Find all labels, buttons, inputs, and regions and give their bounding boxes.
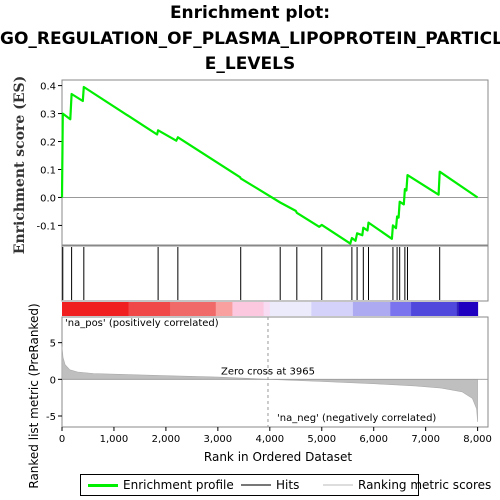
chart-title-line-2: GO_REGULATION_OF_PLASMA_LIPOPROTEIN_PART…: [0, 29, 500, 49]
chart-title-line-1: Enrichment plot:: [169, 3, 331, 23]
metric-y-axis-label: Ranked list metric (PreRanked): [27, 303, 41, 488]
x-tick-label: 5,000: [307, 434, 336, 445]
color-bar-segment: [263, 302, 271, 316]
metric-y-tick-label: -5: [46, 412, 56, 423]
color-bar-segment: [456, 302, 460, 316]
color-bar-segment: [62, 302, 129, 316]
color-bar: [62, 302, 479, 316]
es-y-tick-label: 0.3: [40, 110, 56, 121]
legend-label-ranking: Ranking metric scores: [358, 478, 492, 492]
color-bar-segment: [215, 302, 233, 316]
es-y-tick-label: 0.0: [40, 193, 56, 204]
legend-item-hits: Hits: [241, 478, 299, 492]
hits-frame: [61, 245, 489, 302]
zero-cross-label: Zero cross at 3965: [221, 366, 315, 377]
es-y-tick-label: 0.4: [40, 82, 56, 93]
es-y-axis-label: Enrichment score (ES): [12, 76, 28, 254]
color-bar-segment: [352, 302, 391, 316]
x-tick-label: 0: [59, 434, 65, 445]
enrichment-profile-line: [60, 85, 479, 245]
legend-item-ranking: Ranking metric scores: [323, 478, 491, 492]
metric-plot-frame: [61, 316, 489, 428]
es-panel: -0.1 0.0 0.1 0.2 0.3 0.4: [36, 79, 489, 246]
es-y-tick-label: -0.1: [36, 221, 56, 232]
legend: Enrichment profile Hits Ranking metric s…: [80, 474, 491, 496]
positive-label: 'na_pos' (positively correlated): [65, 318, 219, 329]
color-bar-segment: [269, 302, 312, 316]
color-bar-segment: [390, 302, 412, 316]
negative-label: 'na_neg' (negatively correlated): [277, 413, 436, 424]
es-plot-frame: [61, 79, 489, 246]
metric-panel: Zero cross at 3965 'na_pos' (positively c…: [46, 316, 492, 445]
color-bar-segment: [458, 302, 479, 316]
hits-panel: [61, 245, 489, 302]
legend-label-hits: Hits: [276, 478, 300, 492]
metric-y-tick-label: 0: [50, 375, 56, 386]
es-y-tick-label: 0.2: [40, 138, 56, 149]
gray-line-icon: [323, 484, 353, 486]
chart-title-line-3: E_LEVELS: [204, 54, 296, 74]
x-tick-label: 3,000: [204, 434, 233, 445]
color-bar-segment: [128, 302, 171, 316]
black-line-icon: [241, 484, 271, 486]
x-tick-label: 8,000: [463, 434, 492, 445]
color-bar-segment: [411, 302, 458, 316]
x-tick-label: 7,000: [411, 434, 440, 445]
x-axis-label: Rank in Ordered Dataset: [204, 450, 352, 464]
green-line-icon: [88, 483, 118, 487]
legend-item-enrichment: Enrichment profile: [88, 478, 234, 492]
x-tick-label: 4,000: [255, 434, 284, 445]
color-bar-segment: [232, 302, 265, 316]
metric-y-tick-label: 5: [50, 339, 56, 350]
color-bar-segment: [311, 302, 354, 316]
x-tick-label: 6,000: [359, 434, 388, 445]
x-tick-label: 2,000: [152, 434, 181, 445]
x-tick-label: 1,000: [100, 434, 129, 445]
legend-label-enrichment: Enrichment profile: [123, 478, 234, 492]
color-bar-segment: [170, 302, 217, 316]
es-y-tick-label: 0.1: [40, 165, 56, 176]
